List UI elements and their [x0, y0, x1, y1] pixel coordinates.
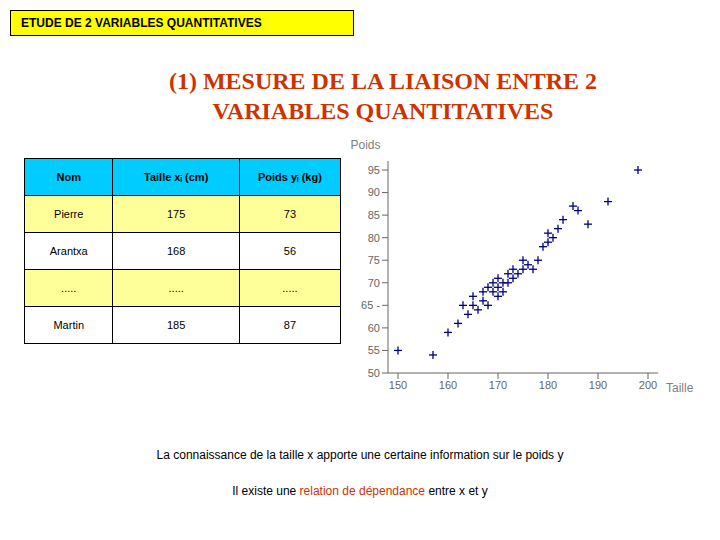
svg-text:85: 85 — [368, 209, 380, 221]
svg-text:65 -: 65 - — [361, 299, 380, 311]
html-text:175: 175 — [167, 208, 186, 220]
html-text:La connaissance de la taille x: La connaissance de la taille x apporte u… — [156, 448, 564, 462]
html-text:73: 73 — [283, 208, 296, 220]
svg-text:70: 70 — [368, 277, 380, 289]
svg-text:160: 160 — [439, 379, 457, 391]
svg-text:190: 190 — [589, 379, 607, 391]
html-text:Arantxa: Arantxa — [49, 245, 88, 257]
html-text:Il existe une relation de dépe: Il existe une relation de dépendance ent… — [232, 484, 488, 498]
svg-text:170: 170 — [489, 379, 507, 391]
svg-text:Poids: Poids — [350, 138, 380, 152]
html-text:Poids yᵢ (kg): Poids yᵢ (kg) — [258, 171, 322, 183]
svg-text:95: 95 — [368, 164, 380, 176]
html-text:Pierre: Pierre — [54, 208, 84, 220]
svg-text:55: 55 — [368, 344, 380, 356]
svg-text:90: 90 — [368, 186, 380, 198]
html-text:Martin: Martin — [53, 319, 84, 331]
svg-text:60: 60 — [368, 322, 380, 334]
html-text:Nom: Nom — [56, 171, 81, 183]
svg-text:180: 180 — [539, 379, 557, 391]
svg-text:Taille: Taille — [666, 381, 694, 395]
html-text:56: 56 — [283, 245, 296, 257]
html-text:ETUDE DE 2 VARIABLES QUANTITAT: ETUDE DE 2 VARIABLES QUANTITATIVES — [21, 16, 262, 30]
html-text:168: 168 — [167, 245, 186, 257]
html-text:87: 87 — [283, 319, 296, 331]
svg-text:200: 200 — [639, 379, 657, 391]
svg-text:80: 80 — [368, 232, 380, 244]
svg-text:150: 150 — [389, 379, 407, 391]
html-text:Taille xᵢ (cm): Taille xᵢ (cm) — [144, 171, 209, 183]
html-text:185: 185 — [167, 319, 186, 331]
svg-text:50: 50 — [368, 367, 380, 379]
html-text:(1) MESURE DE LA LIAISON ENTRE: (1) MESURE DE LA LIAISON ENTRE 2 VARIABL… — [169, 68, 597, 124]
svg-text:75: 75 — [368, 254, 380, 266]
